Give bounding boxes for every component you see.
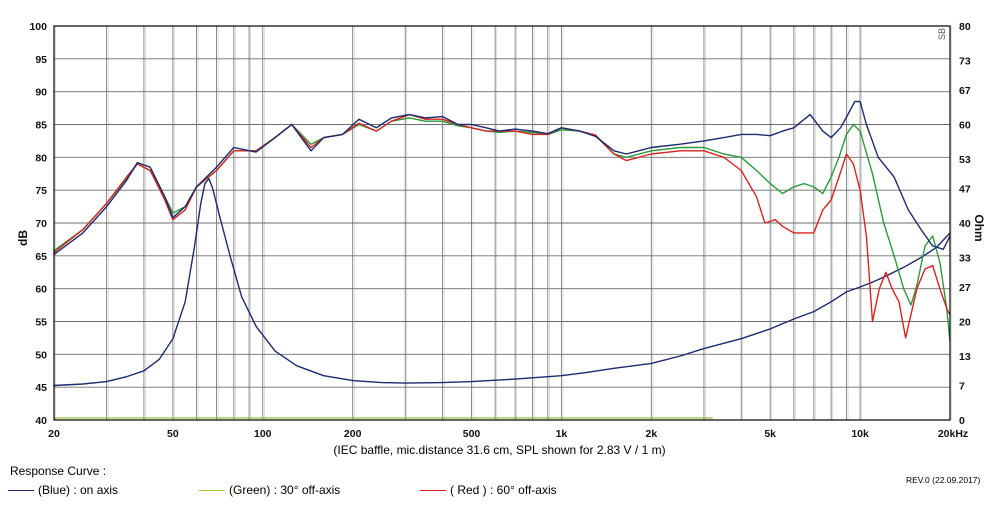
legend-label: (Green) : 30° off-axis	[229, 483, 341, 497]
legend-title: Response Curve :	[10, 464, 107, 478]
y-tick-label: 60	[35, 284, 47, 296]
x-tick-label: 50	[167, 428, 179, 440]
chart-series	[53, 100, 951, 419]
legend-swatch-blue	[8, 489, 34, 491]
plot-frame	[53, 25, 951, 421]
y2-tick-label: 13	[959, 351, 971, 363]
y2-tick-label: 7	[959, 381, 965, 393]
axis-ticks: 20 50 100 200 500 1k 2k 5k 10k 20kHz4045505560657…	[29, 21, 970, 440]
brand-logo: SB	[937, 28, 947, 41]
y2-tick-label: 67	[959, 85, 971, 97]
chart-caption: (IEC baffle, mic.distance 31.6 cm, SPL s…	[333, 443, 666, 457]
legend-item-30deg: (Green) : 30° off-axis	[199, 483, 340, 497]
x-tick-label: 2k	[645, 428, 657, 440]
y-tick-label: 65	[35, 251, 47, 263]
y2-tick-label: 27	[959, 282, 971, 294]
y-tick-label: 45	[35, 382, 47, 394]
legend-item-on-axis: (Blue) : on axis	[8, 483, 118, 497]
y2-axis-label: Ohm	[972, 214, 986, 241]
chart-grid	[53, 25, 952, 421]
y-axis-label: dB	[16, 230, 30, 246]
y-tick-label: 100	[29, 21, 47, 33]
legend-label: (Blue) : on axis	[38, 483, 119, 497]
x-tick-label: 200	[344, 428, 362, 440]
y-tick-label: 85	[35, 120, 47, 132]
x-tick-label: 1k	[556, 428, 568, 440]
y2-tick-label: 60	[959, 120, 971, 132]
revision-label: REV.0 (22.09.2017)	[906, 475, 981, 485]
y2-tick-label: 0	[959, 415, 965, 427]
y-tick-label: 80	[35, 152, 47, 164]
y-tick-label: 55	[35, 317, 47, 329]
y-tick-label: 70	[35, 218, 47, 230]
y-tick-label: 75	[35, 185, 47, 197]
y-tick-label: 40	[35, 415, 47, 427]
x-tick-label: 500	[463, 428, 481, 440]
y2-tick-label: 73	[959, 55, 971, 67]
y-tick-label: 50	[35, 349, 47, 361]
y2-tick-label: 47	[959, 184, 971, 196]
series-line-impedance	[53, 178, 951, 387]
x-tick-label: 20	[48, 428, 60, 440]
y2-tick-label: 80	[959, 21, 971, 33]
y2-tick-label: 33	[959, 252, 971, 264]
x-tick-label: 20kHz	[938, 428, 968, 440]
y-tick-label: 95	[35, 54, 47, 66]
y2-tick-label: 20	[959, 317, 971, 329]
y2-tick-label: 53	[959, 154, 971, 166]
x-tick-label: 100	[254, 428, 272, 440]
x-tick-label: 5k	[764, 428, 776, 440]
legend-swatch-red	[420, 489, 446, 491]
legend-label: ( Red ) : 60° off-axis	[450, 483, 557, 497]
x-tick-label: 10k	[851, 428, 869, 440]
legend-swatch-green	[199, 489, 225, 491]
legend-item-60deg: ( Red ) : 60° off-axis	[420, 483, 557, 497]
y2-tick-label: 40	[959, 218, 971, 230]
series-line-on-axis	[53, 100, 951, 256]
y-tick-label: 90	[35, 87, 47, 99]
series-line-60-off-axis	[53, 113, 951, 339]
